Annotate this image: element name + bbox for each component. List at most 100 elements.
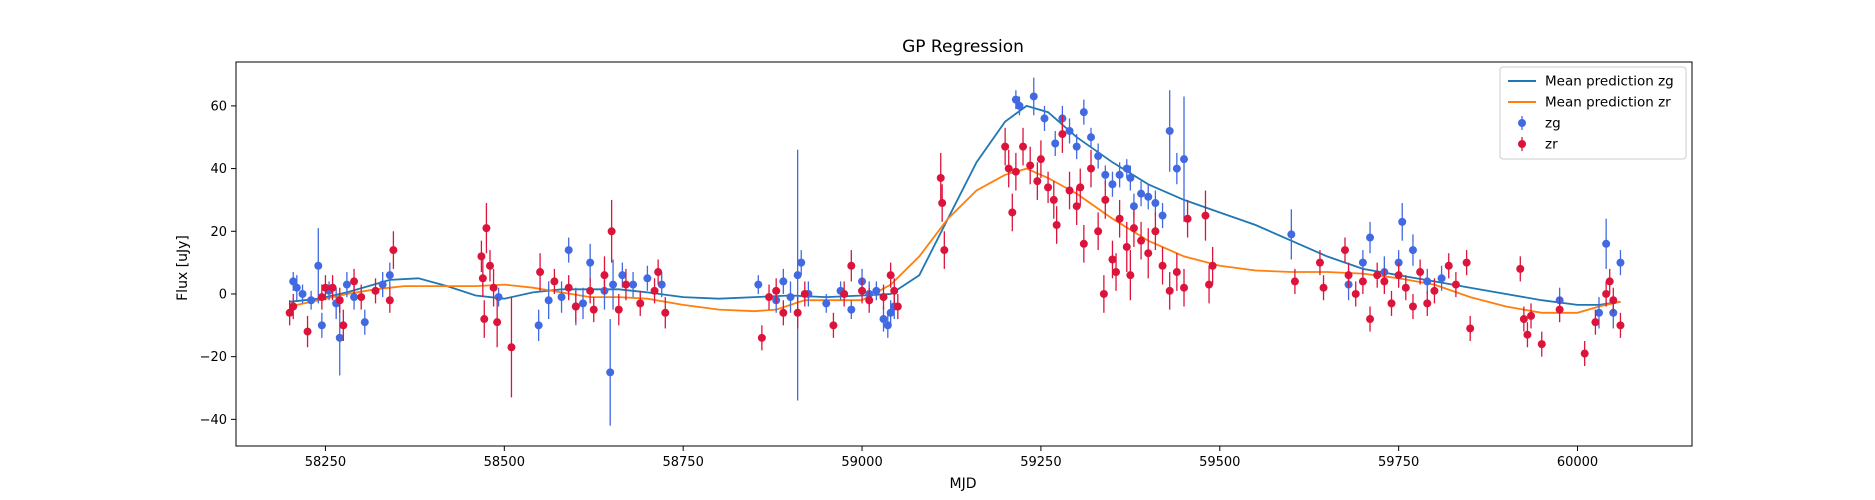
legend-label: zg	[1545, 116, 1561, 132]
marker	[1049, 195, 1058, 204]
marker	[1137, 189, 1146, 198]
marker	[1609, 296, 1618, 305]
marker	[1065, 186, 1074, 195]
marker	[1380, 277, 1389, 286]
data-point-zr	[1423, 290, 1432, 316]
marker	[1137, 236, 1146, 245]
marker	[779, 277, 788, 286]
data-point-zr	[1555, 297, 1564, 323]
data-point-zg	[342, 272, 351, 298]
marker	[1430, 286, 1439, 295]
marker	[485, 261, 494, 270]
data-point-zg	[314, 228, 323, 304]
data-point-zr	[507, 297, 516, 398]
data-point-zr	[772, 278, 781, 304]
data-point-zg	[793, 149, 802, 401]
marker	[1165, 286, 1174, 295]
marker	[289, 302, 298, 311]
marker	[847, 261, 856, 270]
marker	[342, 280, 351, 289]
data-point-zg	[1151, 190, 1160, 216]
data-point-zg	[1086, 127, 1095, 147]
data-point-zr	[385, 287, 394, 313]
x-tick-label: 59000	[841, 455, 882, 470]
data-point-zg	[786, 281, 795, 313]
data-point-zr	[536, 253, 545, 291]
marker	[1287, 230, 1296, 239]
data-point-zr	[1076, 168, 1085, 207]
marker	[1366, 233, 1375, 242]
data-point-zr	[1602, 281, 1611, 307]
marker	[586, 286, 595, 295]
data-point-zr	[1079, 225, 1088, 263]
marker	[482, 224, 491, 233]
data-point-zr	[1099, 275, 1108, 313]
data-point-zr	[1144, 228, 1153, 279]
marker	[1201, 211, 1210, 220]
marker	[1011, 167, 1020, 176]
data-point-zg	[1051, 130, 1060, 157]
data-point-zg	[643, 265, 652, 291]
data-point-zr	[589, 297, 598, 323]
marker	[285, 308, 294, 317]
data-point-zg	[1072, 134, 1081, 160]
data-point-zr	[1401, 275, 1410, 301]
data-point-zr	[661, 297, 670, 329]
data-point-zr	[1172, 253, 1181, 291]
marker	[879, 315, 888, 324]
marker	[614, 305, 623, 314]
marker	[544, 296, 553, 305]
data-point-zg	[1165, 90, 1174, 172]
data-point-zr	[285, 300, 294, 326]
legend-label: zr	[1545, 137, 1558, 153]
legend-label: Mean prediction zg	[1545, 74, 1674, 90]
marker	[1351, 289, 1360, 298]
marker	[1462, 258, 1471, 267]
marker	[765, 293, 774, 302]
marker	[772, 286, 781, 295]
marker	[1094, 152, 1103, 161]
data-point-zg	[557, 281, 566, 313]
data-point-zr	[1366, 306, 1375, 332]
marker	[1416, 268, 1425, 277]
legend-swatch	[1518, 119, 1526, 127]
y-tick-label: 0	[219, 287, 227, 302]
marker	[1122, 242, 1131, 251]
marker	[883, 321, 892, 330]
marker	[1115, 214, 1124, 223]
marker	[1052, 221, 1061, 230]
data-point-zr	[1394, 262, 1403, 288]
marker	[477, 252, 486, 261]
data-point-zg	[779, 268, 788, 294]
x-tick-label: 59500	[1199, 455, 1240, 470]
data-point-zr	[1004, 149, 1013, 188]
marker	[1594, 308, 1603, 317]
marker	[1099, 289, 1108, 298]
marker	[1101, 195, 1110, 204]
data-point-zr	[289, 293, 298, 320]
series-line-zr	[289, 167, 1621, 314]
marker	[1387, 299, 1396, 308]
data-point-zr	[1605, 268, 1614, 294]
marker	[1044, 183, 1053, 192]
data-point-zr	[1065, 171, 1074, 210]
marker	[480, 315, 489, 324]
marker	[793, 308, 802, 317]
data-point-zr	[779, 300, 788, 326]
marker	[1144, 192, 1153, 201]
marker	[1319, 283, 1328, 292]
data-point-zr	[793, 297, 802, 329]
data-point-zr	[1609, 287, 1618, 313]
chart-title: GP Regression	[902, 37, 1024, 57]
data-point-zr	[1527, 303, 1536, 329]
marker	[335, 296, 344, 305]
marker	[1144, 249, 1153, 258]
marker	[564, 283, 573, 292]
data-point-zr	[1001, 127, 1010, 166]
data-point-zr	[621, 268, 630, 301]
marker	[307, 296, 316, 305]
data-point-zr	[1094, 212, 1103, 251]
data-point-zr	[636, 290, 645, 316]
marker	[1537, 340, 1546, 349]
marker	[1108, 255, 1117, 264]
